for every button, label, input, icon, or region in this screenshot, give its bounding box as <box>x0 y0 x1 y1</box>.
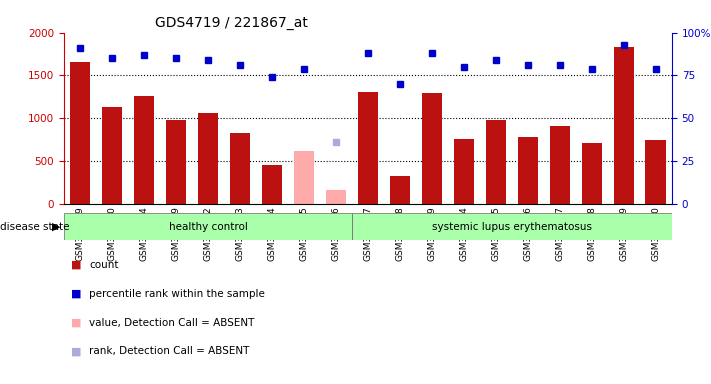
Bar <box>294 151 314 204</box>
Bar <box>358 93 378 204</box>
Text: value, Detection Call = ABSENT: value, Detection Call = ABSENT <box>89 318 255 328</box>
Text: ■: ■ <box>71 289 82 299</box>
Bar <box>70 62 90 204</box>
Bar <box>326 190 346 204</box>
Text: percentile rank within the sample: percentile rank within the sample <box>89 289 264 299</box>
Bar <box>454 139 474 204</box>
Text: disease state: disease state <box>0 222 70 232</box>
Bar <box>134 96 154 204</box>
Bar <box>614 47 634 204</box>
Bar <box>102 107 122 204</box>
Bar <box>64 213 352 240</box>
Text: ▶: ▶ <box>52 222 60 232</box>
Text: ■: ■ <box>71 346 82 356</box>
Text: ■: ■ <box>71 260 82 270</box>
Bar <box>230 134 250 204</box>
Text: systemic lupus erythematosus: systemic lupus erythematosus <box>432 222 592 232</box>
Text: rank, Detection Call = ABSENT: rank, Detection Call = ABSENT <box>89 346 250 356</box>
Bar <box>262 165 282 204</box>
Bar <box>198 113 218 204</box>
Text: GDS4719 / 221867_at: GDS4719 / 221867_at <box>155 16 308 30</box>
Text: count: count <box>89 260 118 270</box>
Bar <box>352 213 672 240</box>
Bar <box>390 176 410 204</box>
Bar <box>486 120 506 204</box>
Text: healthy control: healthy control <box>169 222 247 232</box>
Bar <box>582 143 602 204</box>
Bar <box>518 137 538 204</box>
Bar <box>422 93 442 204</box>
Bar <box>646 140 666 204</box>
Text: ■: ■ <box>71 318 82 328</box>
Bar <box>166 120 186 204</box>
Bar <box>550 126 570 204</box>
